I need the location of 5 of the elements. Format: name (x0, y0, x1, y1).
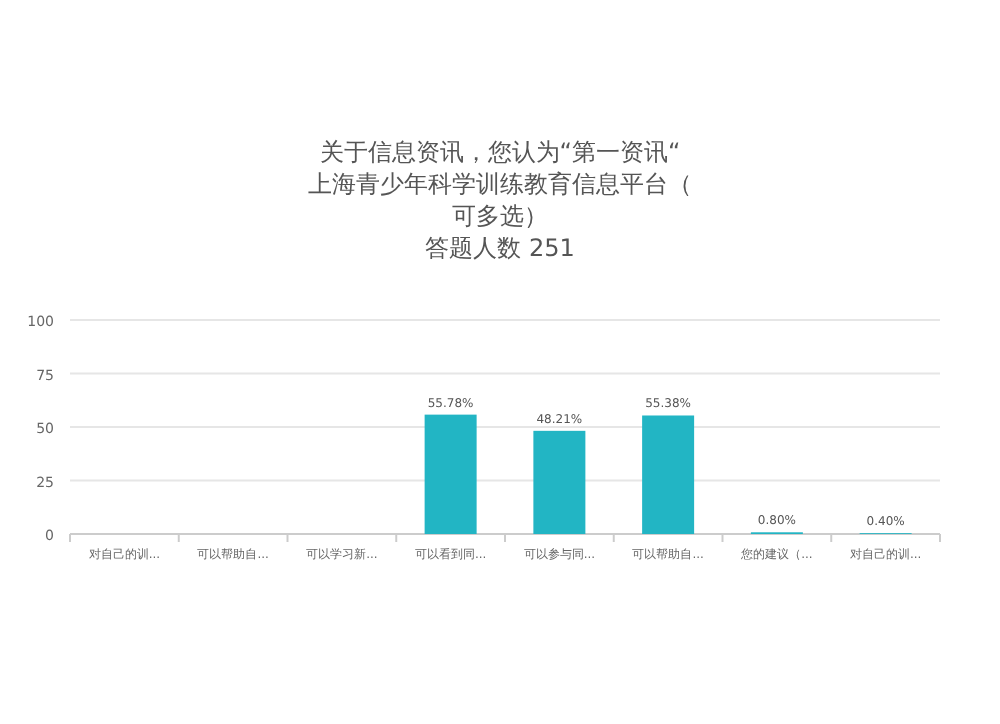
chart-title: 关于信息资讯，您认为“第一资讯“上海青少年科学训练教育信息平台（可多选） (308, 138, 692, 230)
bar (642, 415, 695, 534)
chart-subtitle: 答题人数 251 (425, 234, 575, 262)
bar (424, 414, 477, 534)
bar (533, 430, 586, 534)
